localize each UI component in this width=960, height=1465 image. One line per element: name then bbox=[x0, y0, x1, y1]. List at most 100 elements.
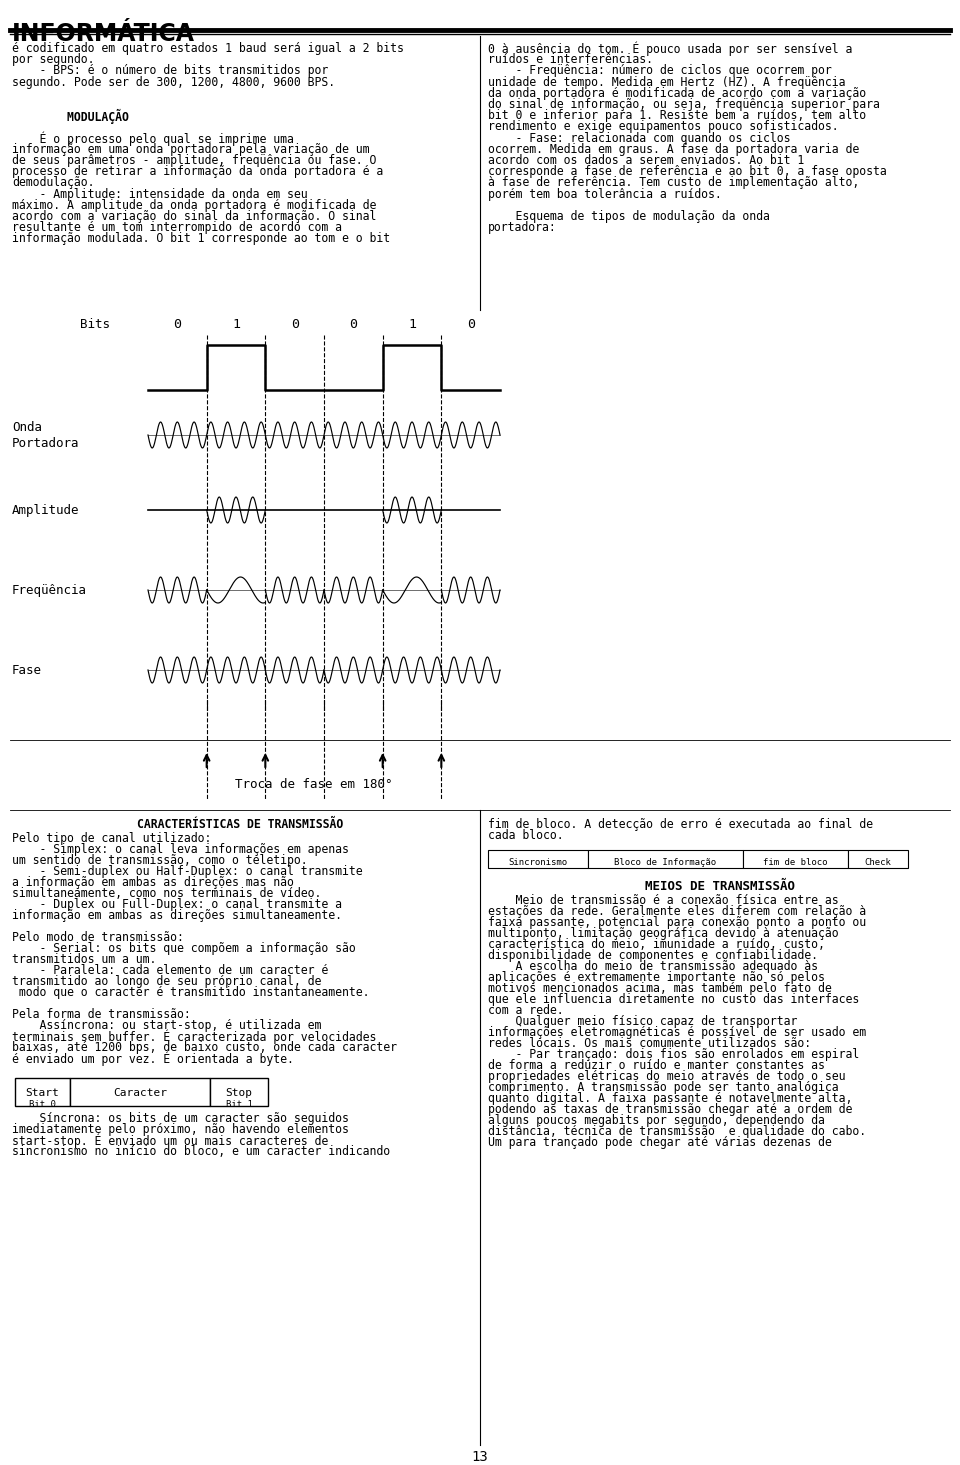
Text: à fase de referência. Tem custo de implementação alto,: à fase de referência. Tem custo de imple… bbox=[488, 176, 859, 189]
Bar bbox=[15, 1078, 70, 1106]
Text: - BPS: é o número de bits transmitidos por: - BPS: é o número de bits transmitidos p… bbox=[12, 64, 328, 78]
Text: Amplitude: Amplitude bbox=[12, 504, 80, 517]
Text: Esquema de tipos de modulação da onda: Esquema de tipos de modulação da onda bbox=[488, 209, 770, 223]
Text: acordo com os dados a serem enviados. Ao bit 1: acordo com os dados a serem enviados. Ao… bbox=[488, 154, 804, 167]
Text: um sentido de transmissão, como o teletipo.: um sentido de transmissão, como o teleti… bbox=[12, 854, 307, 867]
Text: CARACTERÍSTICAS DE TRANSMISSÃO: CARACTERÍSTICAS DE TRANSMISSÃO bbox=[137, 817, 343, 831]
Text: Caracter: Caracter bbox=[113, 1088, 167, 1097]
Text: informação modulada. O bit 1 corresponde ao tom e o bit: informação modulada. O bit 1 corresponde… bbox=[12, 233, 390, 246]
Text: baixas, até 1200 bps, de baixo custo, onde cada caracter: baixas, até 1200 bps, de baixo custo, on… bbox=[12, 1042, 397, 1053]
Text: alguns poucos megabits por segundo, dependendo da: alguns poucos megabits por segundo, depe… bbox=[488, 1113, 825, 1127]
Text: imediatamente pelo próximo, não havendo elementos: imediatamente pelo próximo, não havendo … bbox=[12, 1124, 348, 1135]
Text: 0: 0 bbox=[349, 318, 357, 331]
Text: simultaneamente, como nos terminais de vídeo.: simultaneamente, como nos terminais de v… bbox=[12, 886, 322, 900]
Text: de forma a reduzir o ruído e manter constantes as: de forma a reduzir o ruído e manter cons… bbox=[488, 1059, 825, 1072]
Text: porém tem boa tolerância a ruídos.: porém tem boa tolerância a ruídos. bbox=[488, 188, 722, 201]
Text: Bloco de Informação: Bloco de Informação bbox=[614, 858, 716, 867]
Text: disponibilidade de componentes e confiabilidade.: disponibilidade de componentes e confiab… bbox=[488, 949, 818, 963]
Text: que ele influencia diretamente no custo das interfaces: que ele influencia diretamente no custo … bbox=[488, 993, 859, 1006]
Text: Sincronismo: Sincronismo bbox=[509, 858, 567, 867]
Text: A escolha do meio de transmissão adequado às: A escolha do meio de transmissão adequad… bbox=[488, 960, 818, 973]
Text: 0: 0 bbox=[291, 318, 299, 331]
Text: quanto digital. A faixa passante é notavelmente alta,: quanto digital. A faixa passante é notav… bbox=[488, 1091, 852, 1105]
Text: estações da rede. Geralmente eles diferem com relação à: estações da rede. Geralmente eles difere… bbox=[488, 905, 866, 919]
Text: unidade de tempo. Medida em Hertz (HZ). A freqüência: unidade de tempo. Medida em Hertz (HZ). … bbox=[488, 76, 846, 88]
Text: Pelo tipo de canal utilizado:: Pelo tipo de canal utilizado: bbox=[12, 832, 211, 845]
Text: motivos mencionados acima, mas também pelo fato de: motivos mencionados acima, mas também pe… bbox=[488, 982, 831, 995]
Text: ocorrem. Medida em graus. A fase da portadora varia de: ocorrem. Medida em graus. A fase da port… bbox=[488, 142, 859, 155]
Text: Bit 1: Bit 1 bbox=[226, 1100, 252, 1109]
Text: portadora:: portadora: bbox=[488, 221, 557, 234]
Text: MEIOS DE TRANSMISSÃO: MEIOS DE TRANSMISSÃO bbox=[645, 880, 795, 894]
Text: 1: 1 bbox=[408, 318, 416, 331]
Text: Portadora: Portadora bbox=[12, 437, 80, 450]
Text: é codificado em quatro estados 1 baud será igual a 2 bits: é codificado em quatro estados 1 baud se… bbox=[12, 42, 404, 56]
Text: 0: 0 bbox=[467, 318, 474, 331]
Text: transmitidos um a um.: transmitidos um a um. bbox=[12, 954, 156, 965]
Text: - Fase: relacionada com quando os ciclos: - Fase: relacionada com quando os ciclos bbox=[488, 132, 790, 145]
Text: demodulação.: demodulação. bbox=[12, 176, 94, 189]
Text: propriedades elétricas do meio através de todo o seu: propriedades elétricas do meio através d… bbox=[488, 1069, 846, 1083]
Text: com a rede.: com a rede. bbox=[488, 1004, 564, 1017]
Text: fim de bloco: fim de bloco bbox=[763, 858, 828, 867]
Text: da onda portadora é modificada de acordo com a variação: da onda portadora é modificada de acordo… bbox=[488, 86, 866, 100]
Text: Bit 0: Bit 0 bbox=[29, 1100, 56, 1109]
Text: aplicações é extremamente importante não só pelos: aplicações é extremamente importante não… bbox=[488, 971, 825, 984]
Text: resultante é um tom interrompido de acordo com a: resultante é um tom interrompido de acor… bbox=[12, 221, 342, 234]
Text: segundo. Pode ser de 300, 1200, 4800, 9600 BPS.: segundo. Pode ser de 300, 1200, 4800, 96… bbox=[12, 76, 335, 88]
Text: sincronismo no início do bloco, e um caracter indicando: sincronismo no início do bloco, e um car… bbox=[12, 1146, 390, 1157]
Text: É o processo pelo qual se imprime uma: É o processo pelo qual se imprime uma bbox=[12, 132, 294, 146]
Text: bit 0 e inferior para 1. Resiste bem a ruídos, tem alto: bit 0 e inferior para 1. Resiste bem a r… bbox=[488, 110, 866, 122]
Text: cada bloco.: cada bloco. bbox=[488, 829, 564, 842]
Text: transmitido ao longo de seu próprio canal, de: transmitido ao longo de seu próprio cana… bbox=[12, 976, 322, 987]
Text: rendimento e exige equipamentos pouco sofisticados.: rendimento e exige equipamentos pouco so… bbox=[488, 120, 839, 133]
Text: 0 à ausência do tom. É pouco usada por ser sensível a: 0 à ausência do tom. É pouco usada por s… bbox=[488, 42, 852, 57]
Bar bbox=[848, 850, 908, 867]
Text: - Paralela: cada elemento de um caracter é: - Paralela: cada elemento de um caracter… bbox=[12, 964, 328, 977]
Text: - Semi-duplex ou Half-Duplex: o canal transmite: - Semi-duplex ou Half-Duplex: o canal tr… bbox=[12, 864, 363, 878]
Text: Bits: Bits bbox=[80, 318, 110, 331]
Text: INFORMÁTICA: INFORMÁTICA bbox=[12, 22, 195, 45]
Text: Fase: Fase bbox=[12, 664, 42, 677]
Text: acordo com a variação do sinal da informação. O sinal: acordo com a variação do sinal da inform… bbox=[12, 209, 376, 223]
Text: 1: 1 bbox=[232, 318, 240, 331]
Bar bbox=[70, 1078, 210, 1106]
Text: distância, técnica de transmissão  e qualidade do cabo.: distância, técnica de transmissão e qual… bbox=[488, 1125, 866, 1138]
Text: característica do meio, imunidade a ruído, custo,: característica do meio, imunidade a ruíd… bbox=[488, 938, 825, 951]
Text: Pela forma de transmissão:: Pela forma de transmissão: bbox=[12, 1008, 191, 1021]
Text: Meio de transmissão é a conexão física entre as: Meio de transmissão é a conexão física e… bbox=[488, 894, 839, 907]
Text: podendo as taxas de transmissão chegar até a ordem de: podendo as taxas de transmissão chegar a… bbox=[488, 1103, 852, 1116]
Text: Pelo modo de transmissão:: Pelo modo de transmissão: bbox=[12, 930, 184, 943]
Text: start-stop. É enviado um ou mais caracteres de: start-stop. É enviado um ou mais caracte… bbox=[12, 1134, 328, 1149]
Text: Síncrona: os bits de um caracter são seguidos: Síncrona: os bits de um caracter são seg… bbox=[12, 1112, 348, 1125]
Text: Stop: Stop bbox=[226, 1088, 252, 1097]
Text: ruídos e interferências.: ruídos e interferências. bbox=[488, 53, 653, 66]
Text: é enviado um por vez. É orientada a byte.: é enviado um por vez. É orientada a byte… bbox=[12, 1052, 294, 1067]
Text: - Serial: os bits que compõem a informação são: - Serial: os bits que compõem a informaç… bbox=[12, 942, 356, 955]
Text: - Freqüência: número de ciclos que ocorrem por: - Freqüência: número de ciclos que ocorr… bbox=[488, 64, 831, 78]
Text: terminais sem buffer. É caracterizada por velocidades: terminais sem buffer. É caracterizada po… bbox=[12, 1030, 376, 1045]
Text: processo de retirar a informação da onda portadora é a: processo de retirar a informação da onda… bbox=[12, 166, 383, 179]
Text: modo que o caracter é transmitido instantaneamente.: modo que o caracter é transmitido instan… bbox=[12, 986, 370, 999]
Text: 0: 0 bbox=[174, 318, 181, 331]
Text: do sinal de informação, ou seja, freqüência superior para: do sinal de informação, ou seja, freqüên… bbox=[488, 98, 880, 111]
Text: Qualquer meio físico capaz de transportar: Qualquer meio físico capaz de transporta… bbox=[488, 1015, 798, 1028]
Text: Um para trançado pode chegar até várias dezenas de: Um para trançado pode chegar até várias … bbox=[488, 1135, 831, 1149]
Text: a informação em ambas as direções mas não: a informação em ambas as direções mas nã… bbox=[12, 876, 294, 889]
Text: Onda: Onda bbox=[12, 420, 42, 434]
Text: informações eletromagnéticas é possível de ser usado em: informações eletromagnéticas é possível … bbox=[488, 1026, 866, 1039]
Text: 13: 13 bbox=[471, 1450, 489, 1464]
Text: faixa passante, potencial para conexão ponto a ponto ou: faixa passante, potencial para conexão p… bbox=[488, 916, 866, 929]
Text: Freqüência: Freqüência bbox=[12, 585, 87, 598]
Text: Start: Start bbox=[26, 1088, 60, 1097]
Text: MODULAÇÃO: MODULAÇÃO bbox=[12, 110, 129, 125]
Text: Troca de fase em 180°: Troca de fase em 180° bbox=[235, 778, 393, 791]
Text: - Simplex: o canal leva informações em apenas: - Simplex: o canal leva informações em a… bbox=[12, 842, 348, 856]
Text: informação em uma onda portadora pela variação de um: informação em uma onda portadora pela va… bbox=[12, 142, 370, 155]
Text: redes locais. Os mais comumente utilizados são:: redes locais. Os mais comumente utilizad… bbox=[488, 1037, 811, 1050]
Text: por segundo.: por segundo. bbox=[12, 53, 94, 66]
Text: Assíncrona: ou start-stop, é utilizada em: Assíncrona: ou start-stop, é utilizada e… bbox=[12, 1020, 322, 1031]
Bar bbox=[743, 850, 848, 867]
Text: - Par trançado: dois fios são enrolados em espiral: - Par trançado: dois fios são enrolados … bbox=[488, 1047, 859, 1061]
Text: máximo. A amplitude da onda portadora é modificada de: máximo. A amplitude da onda portadora é … bbox=[12, 199, 376, 212]
